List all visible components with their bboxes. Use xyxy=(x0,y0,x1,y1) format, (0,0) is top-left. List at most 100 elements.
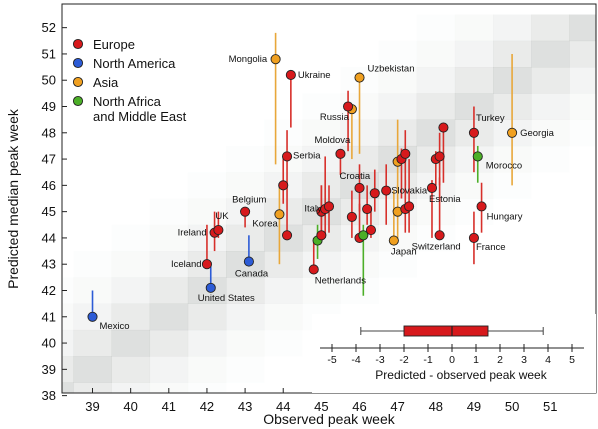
y-tick-label: 38 xyxy=(42,388,56,403)
y-tick-label: 52 xyxy=(42,20,56,35)
inset-tick-label: -2 xyxy=(399,354,408,366)
density-cell xyxy=(187,329,227,357)
inset-tick-label: 4 xyxy=(545,354,551,366)
density-cell xyxy=(187,303,227,331)
x-axis: 39 40 41 42 43 44 45 46 47 48 49 50 51 xyxy=(85,388,557,414)
data-point xyxy=(365,224,377,236)
density-cell xyxy=(569,40,596,68)
point-label: France xyxy=(476,242,506,253)
point-label: Ireland xyxy=(178,228,207,239)
density-cell xyxy=(264,251,303,278)
data-point xyxy=(285,69,296,81)
data-point xyxy=(343,101,354,112)
point-label: Hungary xyxy=(487,211,523,222)
y-tick-label: 39 xyxy=(42,362,56,377)
legend-label: and Middle East xyxy=(93,109,187,124)
density-cell xyxy=(531,93,570,120)
data-point xyxy=(362,203,373,215)
data-point xyxy=(468,127,479,138)
density-cell xyxy=(340,251,378,278)
density-cell xyxy=(416,93,456,120)
data-point xyxy=(205,282,216,293)
density-cell xyxy=(111,277,151,304)
density-cell xyxy=(569,14,596,42)
data-point xyxy=(358,230,369,241)
legend-marker xyxy=(72,76,84,88)
x-tick-label: 46 xyxy=(352,399,366,414)
point-labels: Mexico United States Canada Iceland Ireland U… xyxy=(100,54,555,332)
data-point xyxy=(472,151,483,162)
density-cell xyxy=(73,329,112,357)
x-tick-label: 50 xyxy=(505,399,519,414)
density-cell xyxy=(62,382,74,393)
density-cell xyxy=(73,382,112,393)
data-point xyxy=(87,311,98,322)
density-cell xyxy=(417,15,455,42)
y-axis-title: Predicted median peak week xyxy=(5,108,21,289)
density-cell xyxy=(149,303,189,331)
data-point xyxy=(434,151,445,162)
density-cell xyxy=(112,251,150,278)
legend-label: Europe xyxy=(93,37,135,52)
density-cell xyxy=(569,120,598,147)
density-cell xyxy=(111,303,151,331)
data-point xyxy=(434,230,445,241)
inset-tick-label: 2 xyxy=(497,354,503,366)
density-cell xyxy=(111,329,151,357)
data-point xyxy=(476,201,487,212)
density-cell xyxy=(264,330,302,357)
data-point xyxy=(281,151,293,162)
data-point xyxy=(316,230,327,241)
y-tick-label: 44 xyxy=(42,230,56,245)
density-cell xyxy=(149,277,189,304)
data-point xyxy=(426,182,438,194)
data-point xyxy=(335,148,346,159)
data-point xyxy=(354,72,365,83)
point-label: Georgia xyxy=(520,128,555,139)
point-label: Iceland xyxy=(171,259,202,270)
x-tick-label: 45 xyxy=(314,399,328,414)
data-point xyxy=(213,224,224,236)
density-cell xyxy=(226,356,264,383)
y-tick-label: 41 xyxy=(42,309,56,324)
data-point xyxy=(381,185,392,196)
density-cell xyxy=(226,330,264,357)
point-label: Korea xyxy=(252,218,278,229)
density-cell xyxy=(226,146,264,173)
density-cell xyxy=(417,41,455,68)
density-cell xyxy=(264,120,302,147)
density-cell xyxy=(454,40,494,68)
density-cell xyxy=(73,251,111,278)
density-cell xyxy=(226,277,265,304)
point-label: Mexico xyxy=(100,321,130,332)
data-point xyxy=(323,201,335,212)
data-point xyxy=(274,209,285,220)
y-tick-label: 49 xyxy=(42,99,56,114)
density-cell xyxy=(455,15,493,42)
x-tick-label: 44 xyxy=(276,399,290,414)
data-point xyxy=(270,54,281,65)
data-point xyxy=(308,264,319,275)
density-cell xyxy=(416,67,456,94)
legend-marker xyxy=(72,38,84,50)
point-label: Moldova xyxy=(314,135,351,146)
point-label: Belgium xyxy=(232,195,266,206)
inset-axis-title: Predicted - observed peak week xyxy=(375,368,547,382)
density-cell xyxy=(149,251,189,278)
legend-label: North America xyxy=(93,56,176,71)
point-label: Russia xyxy=(320,112,350,123)
point-label: Serbia xyxy=(293,150,321,161)
density-cell xyxy=(454,67,494,94)
point-label: Switzerland xyxy=(412,241,461,252)
point-label: Italy xyxy=(304,204,322,215)
density-cell xyxy=(62,356,74,383)
point-label: Morocco xyxy=(486,160,522,171)
data-point xyxy=(468,232,479,243)
y-tick-label: 48 xyxy=(42,125,56,140)
data-point xyxy=(400,148,411,159)
density-cell xyxy=(62,329,74,357)
x-tick-label: 39 xyxy=(85,399,99,414)
inset-tick-label: 0 xyxy=(449,354,455,366)
data-point xyxy=(240,206,251,217)
